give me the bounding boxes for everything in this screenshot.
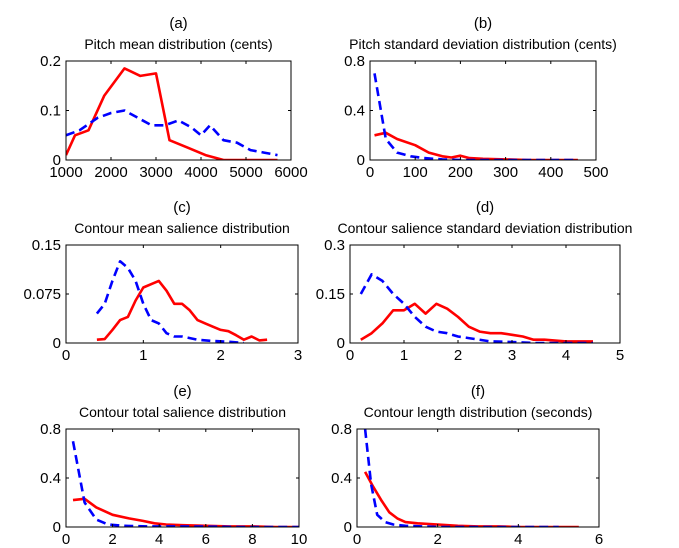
panel-title: Contour salience standard deviation dist… <box>338 220 633 236</box>
x-tick-label: 10 <box>291 531 308 548</box>
y-tick-label: 0 <box>53 152 61 169</box>
plot-area <box>363 429 579 527</box>
x-tick-label: 0 <box>346 347 354 364</box>
x-tick-label: 3 <box>294 347 302 364</box>
x-tick-label: 0 <box>353 531 361 548</box>
axes-frame <box>349 244 621 344</box>
x-tick-label: 2 <box>108 531 116 548</box>
series-line-blue-dashed <box>66 109 278 157</box>
x-tick-label: 1 <box>139 347 147 364</box>
x-tick-label: 3 <box>508 347 516 364</box>
panel-b: (b) Pitch standard deviation distribution… <box>344 15 617 181</box>
y-tick-label: 0.2 <box>40 53 61 70</box>
panel-title: Contour total salience distribution <box>79 404 286 420</box>
x-tick-label: 200 <box>448 164 473 181</box>
x-tick-label: 8 <box>248 531 256 548</box>
x-tick-label: 1000 <box>49 164 82 181</box>
panel-d: (d) Contour salience standard deviation d… <box>316 199 633 364</box>
x-tick-label: 2 <box>454 347 462 364</box>
panel-title: Contour mean salience distribution <box>74 220 290 236</box>
plot-area <box>359 273 593 343</box>
x-tick-label: 2 <box>433 531 441 548</box>
axes-frame <box>65 428 300 528</box>
plot-area <box>66 67 278 160</box>
x-tick-label: 500 <box>583 164 608 181</box>
x-tick-label: 2 <box>216 347 224 364</box>
x-tick-label: 1 <box>400 347 408 364</box>
y-tick-label: 0.1 <box>40 103 61 120</box>
series-line-red-solid <box>360 302 593 343</box>
axes-frame <box>65 244 299 344</box>
panel-e: (e) Contour total salience distribution 0 2… <box>40 383 307 548</box>
panel-f: (f) Contour length distribution (seconds)… <box>331 383 603 548</box>
x-tick-label: 100 <box>403 164 428 181</box>
y-tick-label: 0.075 <box>23 286 61 303</box>
series-line-red-solid <box>66 67 278 160</box>
y-tick-label: 0.4 <box>40 470 61 487</box>
axes-frame <box>369 60 597 161</box>
panel-title: Pitch standard deviation distribution (c… <box>349 36 617 52</box>
plot-area <box>373 73 578 160</box>
series-line-red-solid <box>363 471 579 527</box>
y-tick-label: 0.8 <box>344 53 365 70</box>
x-tick-label: 5 <box>616 347 624 364</box>
panel-c: (c) Contour mean salience distribution 0 1 2… <box>23 199 302 364</box>
y-tick-label: 0.4 <box>331 470 352 487</box>
series-line-blue-dashed <box>359 273 593 343</box>
panel-title: Contour length distribution (seconds) <box>364 404 593 420</box>
y-tick-label: 0.15 <box>32 237 61 254</box>
x-tick-label: 0 <box>62 347 70 364</box>
series-line-blue-dashed <box>71 441 299 527</box>
x-tick-label: 300 <box>493 164 518 181</box>
panel-a: (a) Pitch mean distribution (cents) 1000 20… <box>40 15 308 181</box>
y-tick-label: 0 <box>337 335 345 352</box>
x-tick-label: 6 <box>202 531 210 548</box>
panel-letter: (c) <box>173 199 191 216</box>
panel-letter: (b) <box>474 15 492 32</box>
y-tick-label: 0.3 <box>324 237 345 254</box>
y-tick-label: 0.4 <box>344 103 365 120</box>
series-line-red-solid <box>72 497 299 527</box>
plot-area <box>95 259 268 343</box>
series-line-red-solid <box>96 279 268 342</box>
y-tick-label: 0.8 <box>331 421 352 438</box>
series-line-blue-dashed <box>95 259 245 343</box>
plot-area <box>71 441 299 527</box>
panel-title: Pitch mean distribution (cents) <box>84 36 272 52</box>
axes-frame <box>356 428 600 528</box>
x-tick-label: 4 <box>562 347 570 364</box>
x-tick-label: 5000 <box>229 164 262 181</box>
panel-letter: (a) <box>169 15 187 32</box>
x-tick-label: 4000 <box>184 164 217 181</box>
panel-letter: (e) <box>173 383 191 400</box>
series-line-blue-dashed <box>373 73 578 160</box>
y-tick-label: 0 <box>357 152 365 169</box>
y-tick-label: 0 <box>344 519 352 536</box>
x-tick-label: 6 <box>595 531 603 548</box>
x-tick-label: 0 <box>366 164 374 181</box>
x-tick-label: 3000 <box>139 164 172 181</box>
x-tick-label: 2000 <box>94 164 127 181</box>
x-tick-label: 0 <box>62 531 70 548</box>
x-tick-label: 6000 <box>274 164 307 181</box>
y-tick-label: 0.8 <box>40 421 61 438</box>
y-tick-label: 0 <box>53 519 61 536</box>
x-tick-label: 4 <box>514 531 522 548</box>
x-tick-label: 400 <box>538 164 563 181</box>
panel-letter: (d) <box>476 199 494 216</box>
x-tick-label: 4 <box>155 531 163 548</box>
y-tick-label: 0 <box>53 335 61 352</box>
series-line-blue-dashed <box>363 429 559 527</box>
panel-letter: (f) <box>471 383 485 400</box>
y-tick-label: 0.15 <box>316 286 345 303</box>
